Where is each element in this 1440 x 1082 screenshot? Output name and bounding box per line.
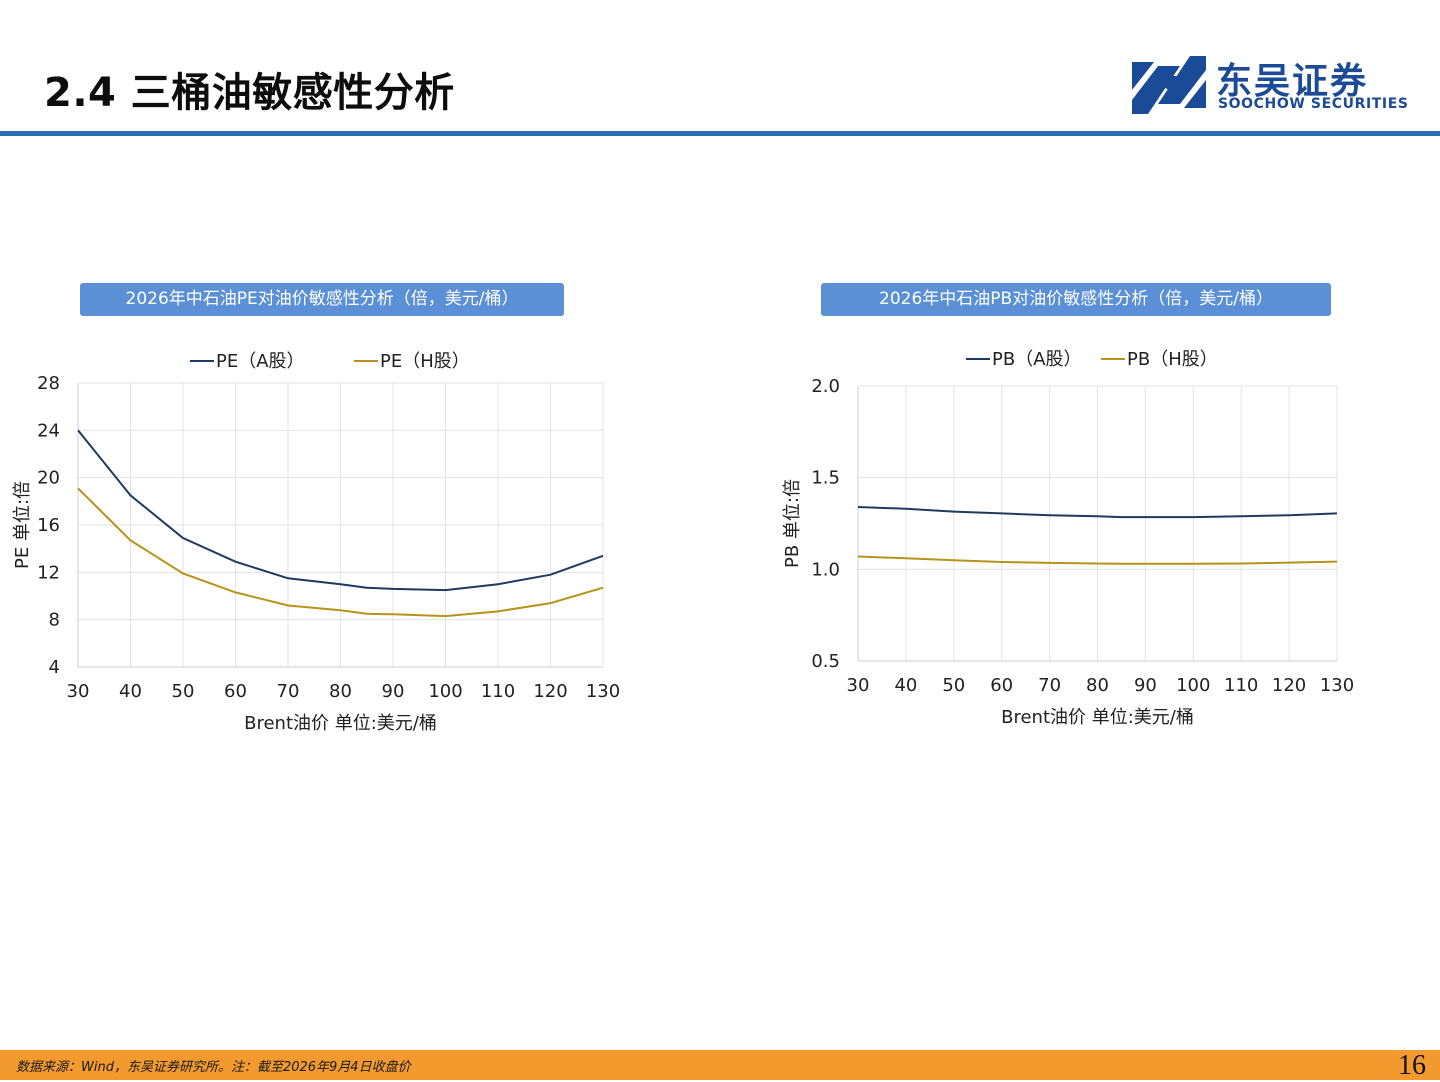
x-tick-label: 90 [1134, 675, 1157, 696]
x-tick-label: 130 [586, 681, 620, 702]
x-tick-label: 40 [119, 681, 142, 702]
y-axis-title: PB 单位:倍 [782, 479, 803, 568]
series-line-a [857, 506, 1338, 519]
series-line-h [857, 555, 1338, 565]
x-tick-label: 130 [1320, 675, 1354, 696]
page-title: 2.4 三桶油敏感性分析 [44, 70, 455, 116]
pb-sensitivity-chart: 30 40 50 60 70 80 90 100 110 120 130 0.5 1.0 1.5 2.0 PB… [782, 349, 1354, 728]
page-number: 16 [1398, 1050, 1426, 1081]
x-tick-label: 100 [1176, 675, 1210, 696]
x-tick-label: 50 [172, 681, 195, 702]
pb-chart-title: 2026年中石油PB对油价敏感性分析（倍，美元/桶） [821, 283, 1331, 316]
brand-logo: 东吴证券 SOOCHOW SECURITIES [1132, 56, 1409, 116]
series-line-a [77, 429, 604, 592]
x-tick-label: 120 [533, 681, 567, 702]
x-tick-label: 110 [481, 681, 515, 702]
series-line-h [77, 487, 604, 618]
legend-label: PB（H股） [1127, 349, 1218, 370]
y-tick-label: 0.5 [811, 651, 840, 672]
y-tick-label: 8 [49, 610, 60, 631]
x-axis-title: Brent油价 单位:美元/桶 [244, 713, 437, 734]
x-tick-label: 30 [847, 675, 870, 696]
x-tick-label: 80 [1086, 675, 1109, 696]
y-tick-label: 2.0 [811, 376, 840, 397]
soochow-logo-icon [1132, 56, 1206, 114]
y-tick-label: 16 [37, 515, 60, 536]
pe-chart-title: 2026年中石油PE对油价敏感性分析（倍，美元/桶） [80, 283, 564, 316]
header-divider [0, 131, 1440, 136]
brand-name-en: SOOCHOW SECURITIES [1218, 96, 1409, 112]
x-tick-label: 110 [1224, 675, 1258, 696]
pe-sensitivity-chart: 30 40 50 60 70 80 90 100 110 120 130 4 8 12 16 20 24 28 PE… [12, 351, 620, 734]
x-tick-label: 70 [1038, 675, 1061, 696]
x-tick-label: 90 [382, 681, 405, 702]
x-tick-label: 60 [224, 681, 247, 702]
y-tick-label: 20 [37, 468, 60, 489]
legend-label: PE（A股） [216, 351, 305, 372]
x-tick-label: 120 [1272, 675, 1306, 696]
brand-name-cn: 东吴证券 [1216, 61, 1369, 102]
footer-bar: 数据来源：Wind，东吴证券研究所。注：截至2026年9月4日收盘价 16 [0, 1050, 1440, 1081]
legend-label: PB（A股） [992, 349, 1082, 370]
y-tick-label: 12 [37, 562, 60, 583]
x-tick-label: 30 [67, 681, 90, 702]
y-tick-label: 1.0 [811, 559, 840, 580]
y-tick-label: 1.5 [811, 468, 840, 489]
x-tick-label: 70 [277, 681, 300, 702]
x-tick-label: 80 [329, 681, 352, 702]
y-tick-label: 24 [37, 420, 60, 441]
x-tick-label: 60 [990, 675, 1013, 696]
legend-label: PE（H股） [380, 351, 470, 372]
x-tick-label: 100 [428, 681, 462, 702]
y-tick-label: 4 [49, 657, 60, 678]
source-note: 数据来源：Wind，东吴证券研究所。注：截至2026年9月4日收盘价 [16, 1060, 411, 1075]
y-axis-title: PE 单位:倍 [12, 481, 33, 569]
x-axis-title: Brent油价 单位:美元/桶 [1001, 707, 1194, 728]
x-tick-label: 50 [942, 675, 965, 696]
x-tick-label: 40 [894, 675, 917, 696]
y-tick-label: 28 [37, 373, 60, 394]
